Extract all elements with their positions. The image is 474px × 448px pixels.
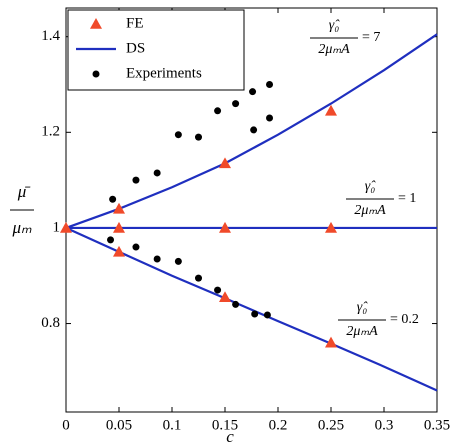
experiment-point <box>266 80 274 88</box>
fe-marker <box>219 291 231 303</box>
experiment-point <box>232 300 240 308</box>
x-tick-label: 0.15 <box>212 417 238 433</box>
y-tick-label: 0.8 <box>41 315 60 331</box>
x-axis-label: c <box>226 427 234 446</box>
y-tick-label: 1 <box>53 219 61 235</box>
y-axis-label-numerator: μ̄ <box>17 182 32 201</box>
ds-line <box>65 33 438 392</box>
experiment-point <box>250 126 258 134</box>
annotation-value: = 1 <box>398 191 416 206</box>
legend-marker <box>92 70 100 78</box>
experiment-point <box>174 131 182 139</box>
legend-label: Experiments <box>126 65 202 81</box>
legend-marker <box>90 18 102 29</box>
plot-frame <box>65 7 438 413</box>
annotation-numerator: γ̂₀ <box>365 179 377 194</box>
experiment-point <box>153 255 161 263</box>
x-tick-label: 0.2 <box>269 417 288 433</box>
experiment-point <box>132 176 140 184</box>
experiment-point <box>153 169 161 177</box>
experiment-point <box>132 243 140 251</box>
annotation-numerator: γ̂₀ <box>357 300 369 315</box>
legend-label: FE <box>126 15 144 31</box>
annotation-value: = 7 <box>362 30 380 45</box>
fe-marker <box>113 221 125 233</box>
experiment-point <box>107 236 115 244</box>
experiment-point <box>109 195 117 203</box>
fe-marker <box>60 221 72 233</box>
annotation-denominator: 2μₘA <box>346 324 378 339</box>
experiment-point <box>232 100 240 108</box>
y-tick-label: 1.2 <box>41 124 60 140</box>
experiment-point <box>214 286 222 294</box>
experiment-point <box>266 114 274 122</box>
experiment-point <box>174 257 182 265</box>
fe-marker <box>219 157 231 169</box>
annotation-value: = 0.2 <box>390 312 419 327</box>
x-tick-label: 0 <box>62 417 70 433</box>
annotation-numerator: γ̂₀ <box>329 18 341 33</box>
annotation-denominator: 2μₘA <box>318 42 350 57</box>
experiment-point <box>249 88 257 96</box>
experiment-point <box>263 311 271 319</box>
experiment-point <box>251 310 259 318</box>
fe-marker <box>325 221 337 233</box>
annotation-denominator: 2μₘA <box>354 203 386 218</box>
y-axis-label-denominator: μₘ <box>11 218 32 237</box>
x-tick-label: 0.35 <box>424 417 450 433</box>
x-tick-label: 0.25 <box>318 417 344 433</box>
y-tick-label: 1.4 <box>41 28 60 44</box>
x-tick-label: 0.05 <box>106 417 132 433</box>
fe-marker <box>325 104 337 116</box>
legend-label: DS <box>126 40 145 56</box>
experiment-point <box>195 133 202 141</box>
fe-marker <box>325 336 337 348</box>
experiment-point <box>195 274 202 282</box>
fe-marker <box>219 221 231 233</box>
x-tick-label: 0.3 <box>375 417 394 433</box>
fe-marker <box>113 245 125 257</box>
experiment-point <box>214 107 222 115</box>
x-tick-label: 0.1 <box>163 417 182 433</box>
fe-marker <box>113 202 125 214</box>
